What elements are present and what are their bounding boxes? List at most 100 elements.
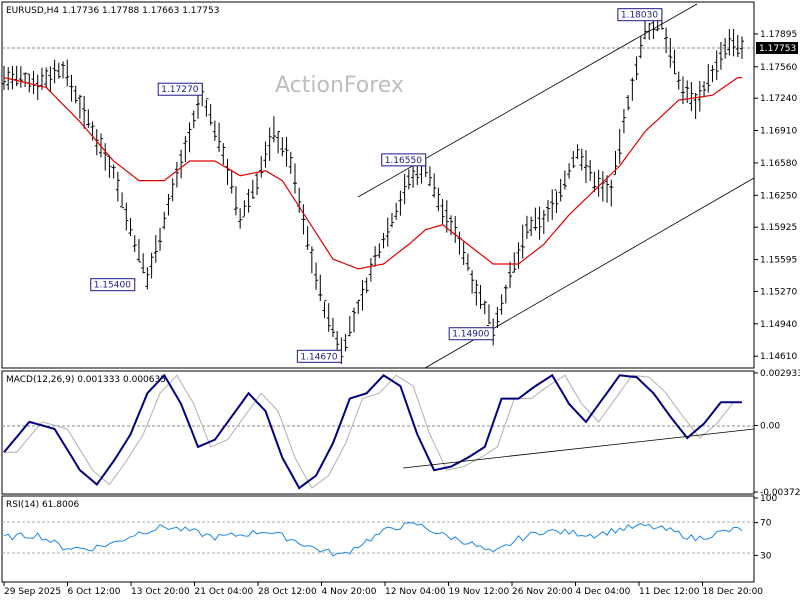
price-bar: [731, 28, 736, 57]
price-bar: [676, 71, 681, 90]
annotation-label: 1.18030: [621, 11, 658, 21]
price-bar: [406, 169, 411, 190]
price-bar: [128, 217, 133, 237]
price-bar: [77, 94, 82, 119]
price-bar: [356, 299, 361, 315]
price-bar: [381, 232, 386, 249]
price-bar: [600, 171, 605, 202]
price-bar: [267, 127, 272, 161]
price-bar: [65, 59, 70, 87]
macd-panel: MACD(12,26,9) 0.001333 0.000635 0.002933…: [1, 369, 800, 498]
annotation-box: [90, 278, 136, 292]
price-tick-label: 1.16250: [760, 191, 797, 201]
channel-upper-line: [357, 3, 698, 198]
price-bar: [571, 151, 576, 169]
price-tick-label: 1.17895: [760, 30, 797, 40]
current-price-box-bg: [756, 42, 798, 54]
price-bar: [478, 284, 483, 309]
price-bar: [533, 207, 538, 231]
time-tick-label: 28 Oct 12:00: [258, 587, 317, 597]
price-bar: [457, 231, 462, 255]
price-bar: [162, 211, 167, 230]
time-tick-label: 19 Nov 12:00: [449, 587, 510, 597]
price-bar: [52, 59, 57, 84]
time-tick-label: 6 Oct 12:00: [68, 587, 121, 597]
price-bar: [305, 226, 310, 250]
price-bar: [233, 186, 238, 216]
price-bar: [432, 173, 437, 198]
main-axis: 1.17895 1.17560 1.17240 1.16910 1.16580 1.162…: [754, 30, 797, 362]
price-bar: [465, 253, 470, 271]
price-bar: [394, 202, 399, 220]
time-tick-label: 29 Sep 2025: [4, 587, 61, 597]
price-bar: [427, 166, 432, 187]
price-bar: [672, 49, 677, 75]
price-bar: [120, 192, 125, 209]
macd-axis: 0.002933 0.00 -0.003724: [754, 369, 800, 498]
price-bar: [255, 173, 260, 196]
macd-signal-line: [4, 374, 742, 489]
price-bar: [592, 171, 597, 193]
price-bar: [115, 171, 120, 202]
price-bar: [195, 94, 200, 119]
price-bar: [474, 279, 479, 306]
price-bar: [562, 170, 567, 190]
price-bar: [495, 306, 500, 329]
price-annotations: 1.17270 1.15400 1.16550 1.14670 1.14900 1.180…: [90, 8, 663, 363]
time-tick-label: 26 Nov 20:00: [512, 587, 573, 597]
annotation-label: 1.16550: [385, 156, 422, 166]
price-bar: [314, 262, 319, 290]
annotation-box: [296, 349, 342, 363]
price-bar: [284, 136, 289, 167]
price-bar: [124, 202, 129, 231]
current-price-box: 1.17753: [756, 42, 798, 54]
rsi-line: [3, 522, 743, 557]
price-tick-label: 1.15595: [760, 256, 797, 266]
price-bar: [56, 62, 61, 79]
price-bar: [136, 238, 141, 263]
price-bar: [73, 85, 78, 104]
annotation-box: [448, 327, 494, 341]
price-tick-label: 1.17240: [760, 94, 797, 104]
price-bar: [347, 316, 352, 337]
price-bar: [499, 294, 504, 315]
price-bar: [103, 143, 108, 171]
price-bar: [664, 27, 669, 54]
price-bar: [246, 188, 251, 213]
price-bar: [335, 331, 340, 352]
rsi-panel: RSI(14) 61.8006 100 70 30: [1, 494, 777, 583]
price-bar: [343, 333, 348, 352]
price-bar: [638, 36, 643, 59]
annotation-label: 1.17270: [161, 85, 198, 95]
annotation-box: [381, 153, 427, 167]
price-tick-label: 1.14610: [760, 352, 797, 362]
price-bar: [634, 56, 639, 80]
macd-line: [3, 373, 742, 490]
price-bar: [706, 63, 711, 93]
annotation-box: [617, 8, 663, 22]
price-bar: [18, 66, 23, 88]
price-bar: [31, 71, 36, 95]
price-bar: [158, 227, 163, 251]
price-bar: [579, 148, 584, 171]
price-bar: [280, 137, 285, 157]
annotation-label: 1.15400: [94, 281, 131, 291]
price-bar: [689, 81, 694, 112]
price-bar: [174, 162, 179, 188]
price-bar: [301, 204, 306, 235]
price-bar: [187, 122, 192, 153]
price-bar: [512, 252, 517, 273]
price-bar: [415, 166, 420, 185]
price-bar: [718, 41, 723, 70]
price-bar: [309, 246, 314, 274]
price-bar: [23, 72, 28, 88]
price-bar: [111, 164, 116, 179]
price-bar: [508, 261, 513, 289]
price-bar: [179, 149, 184, 179]
price-tick-label: 1.15925: [760, 223, 797, 233]
price-tick-label: 1.16910: [760, 127, 797, 137]
price-bar: [288, 151, 293, 174]
macd-label: MACD(12,26,9) 0.001333 0.000635: [6, 375, 166, 385]
price-bar: [242, 200, 247, 218]
price-bar: [740, 36, 744, 59]
